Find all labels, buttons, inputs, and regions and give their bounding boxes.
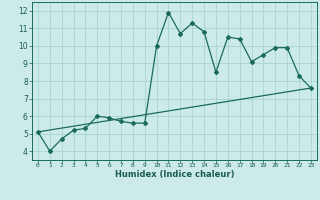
X-axis label: Humidex (Indice chaleur): Humidex (Indice chaleur): [115, 170, 234, 179]
